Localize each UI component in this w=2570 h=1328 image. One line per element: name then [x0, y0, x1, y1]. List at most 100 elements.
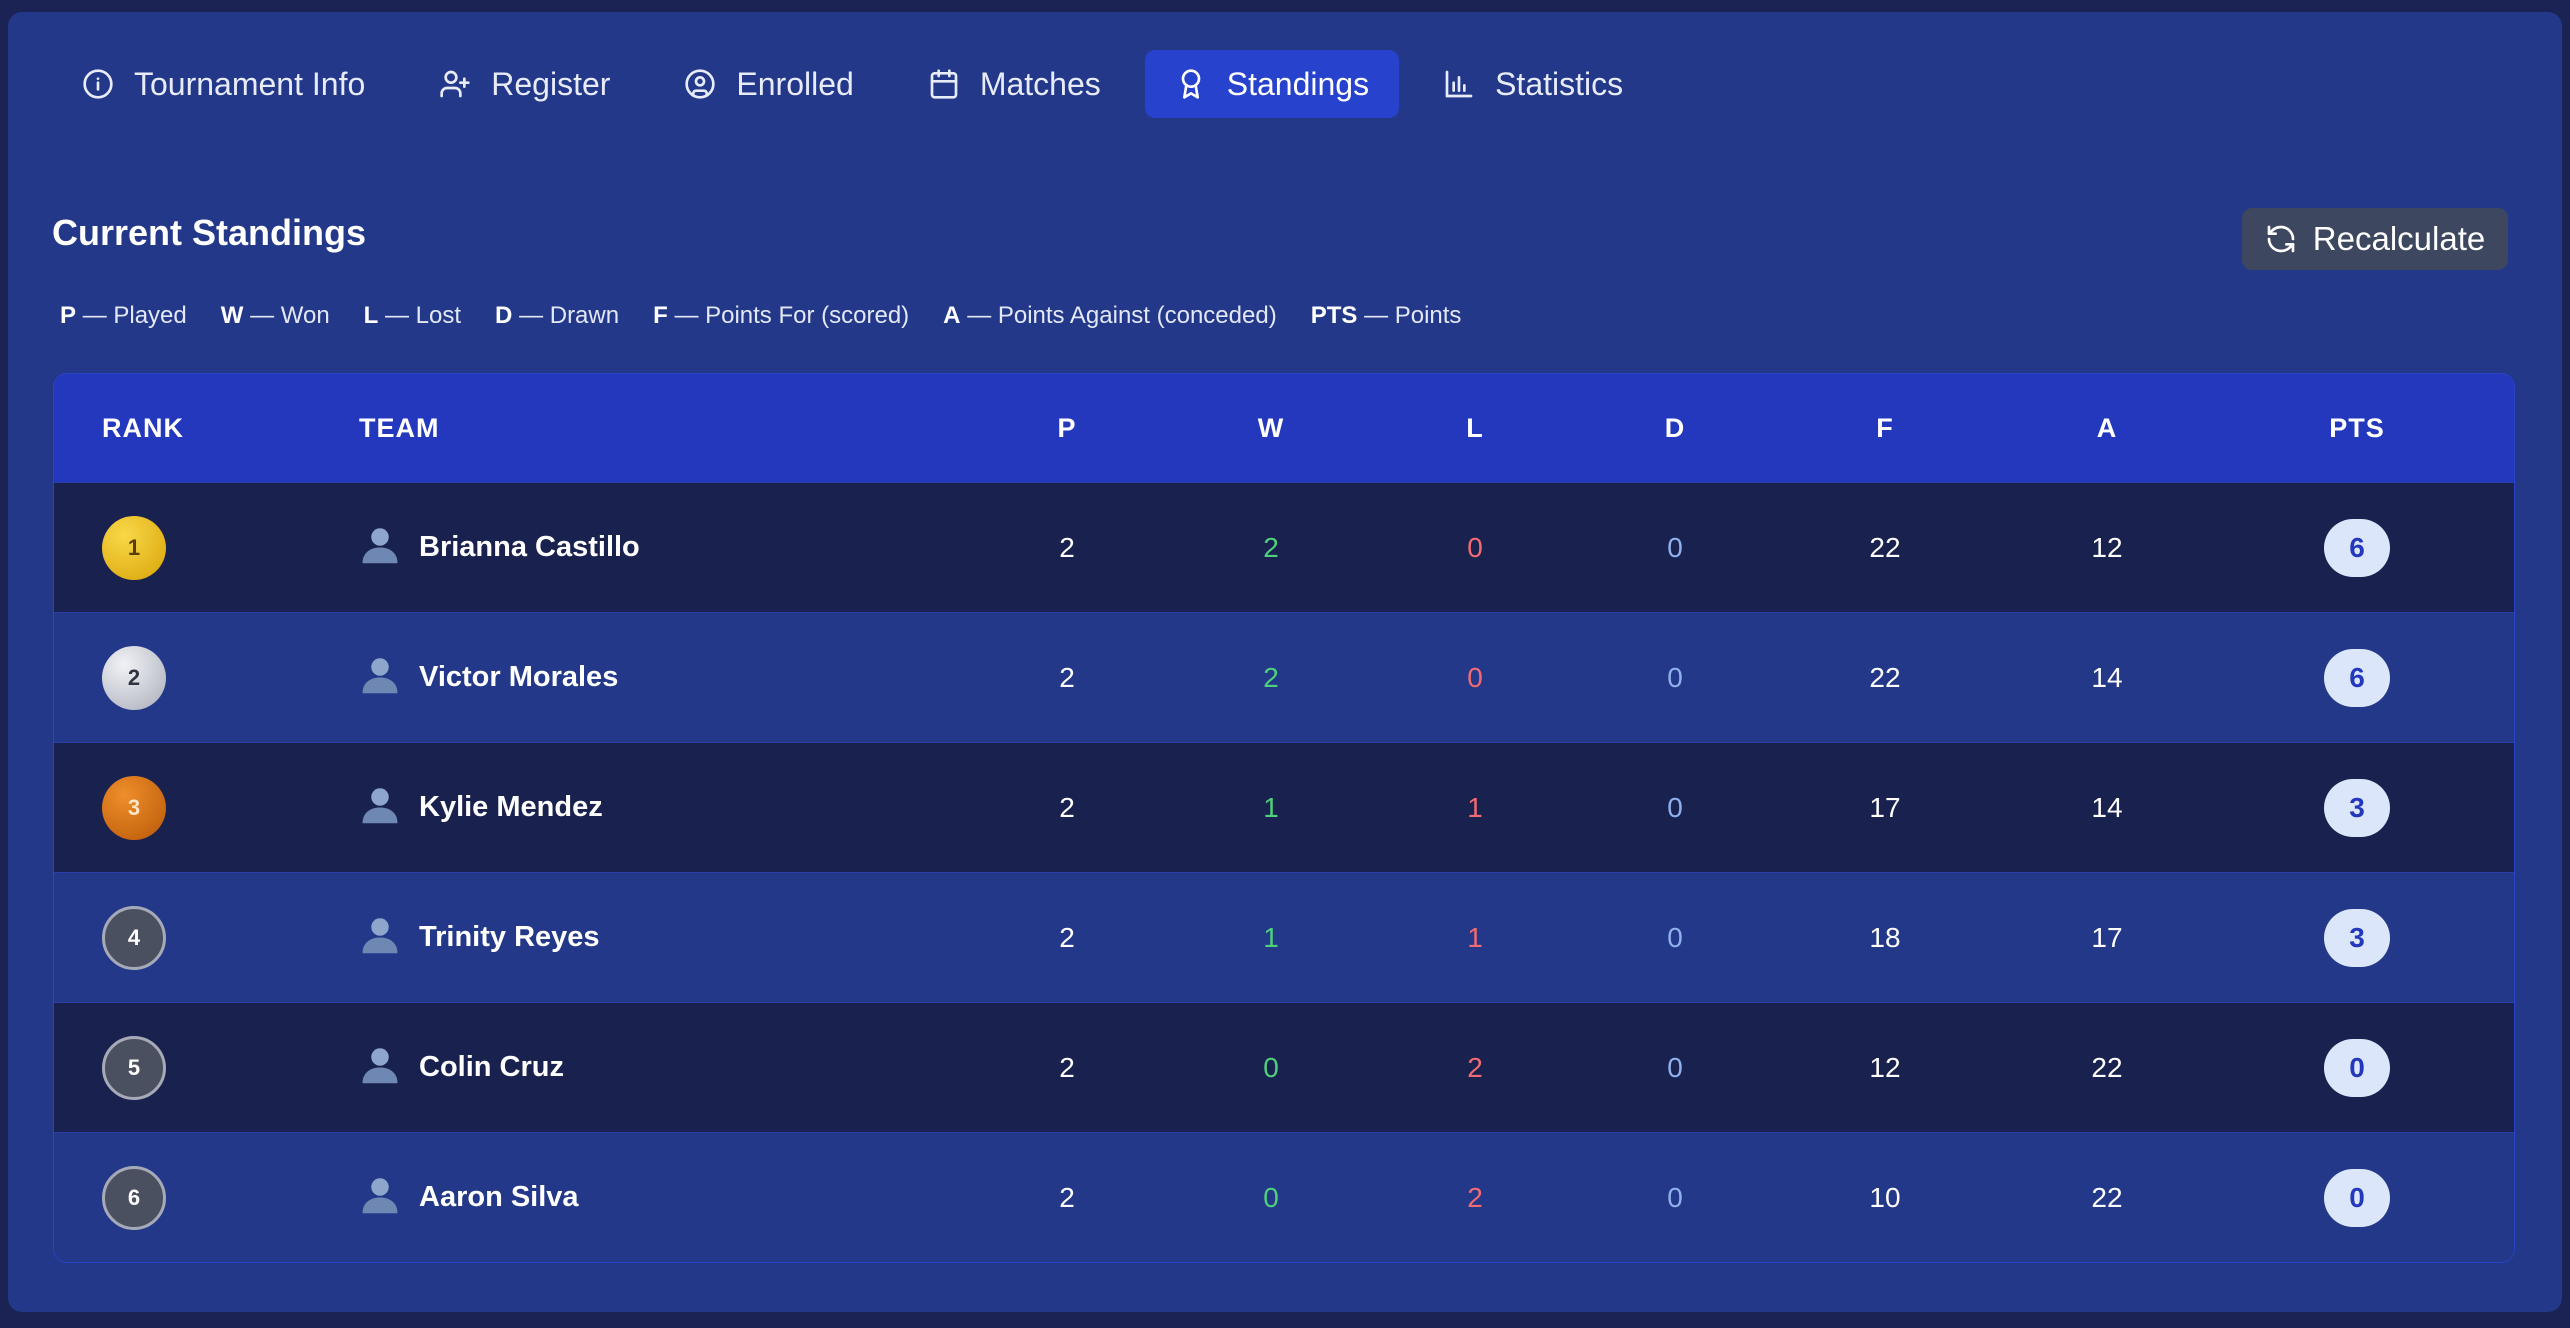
- header-points-for[interactable]: F: [1876, 412, 1894, 443]
- points-for-cell: 10: [1869, 1181, 1901, 1213]
- award-icon: [1181, 69, 1201, 99]
- tab-register[interactable]: Register: [409, 50, 640, 118]
- legend-item: W — Won: [220, 302, 330, 329]
- user-plus-icon: [440, 70, 470, 98]
- avatar: [359, 1043, 401, 1092]
- avatar: [359, 913, 401, 962]
- drawn-cell: 0: [1667, 661, 1683, 693]
- tab-label: Statistics: [1495, 65, 1624, 102]
- tab-statistics[interactable]: Statistics: [1413, 50, 1653, 118]
- lost-cell: 1: [1467, 921, 1483, 953]
- standings-table: RANK TEAM P W L D F A PTS 1 Brianna Cast…: [53, 373, 2515, 1263]
- points-badge: 3: [2324, 778, 2390, 837]
- info-icon: [83, 69, 113, 99]
- header-lost[interactable]: L: [1466, 412, 1484, 443]
- refresh-icon: [2267, 225, 2295, 253]
- team-name: Aaron Silva: [419, 1181, 579, 1213]
- table-row[interactable]: 3 Kylie Mendez 2 1 1 0 17 14 3: [54, 742, 2514, 872]
- table-header: RANK TEAM P W L D F A PTS: [54, 374, 2514, 482]
- table-row[interactable]: 4 Trinity Reyes 2 1 1 0 18 17 3: [54, 872, 2514, 1002]
- table-row[interactable]: 6 Aaron Silva 2 0 2 0 10 22 0: [54, 1132, 2514, 1262]
- tab-label: Standings: [1226, 65, 1370, 102]
- rank-badge-silver: 2: [102, 645, 166, 710]
- tab-matches[interactable]: Matches: [898, 50, 1131, 118]
- user-avatar-icon: [362, 918, 398, 954]
- legend-item: PTS — Points: [1310, 302, 1462, 329]
- lost-cell: 2: [1467, 1181, 1483, 1213]
- column-legend: P — Played W — Won L — Lost D — Drawn F …: [60, 302, 1461, 330]
- avatar: [359, 653, 401, 702]
- points-for-cell: 22: [1869, 531, 1901, 563]
- tab-label: Register: [491, 65, 611, 102]
- points-for-cell: 18: [1869, 921, 1901, 953]
- won-cell: 2: [1263, 661, 1279, 693]
- points-for-cell: 17: [1869, 791, 1901, 823]
- points-badge: 3: [2324, 908, 2390, 967]
- drawn-cell: 0: [1667, 921, 1683, 953]
- avatar: [359, 523, 401, 572]
- won-cell: 1: [1263, 921, 1279, 953]
- table-row[interactable]: 2 Victor Morales 2 2 0 0 22 14 6: [54, 612, 2514, 742]
- drawn-cell: 0: [1667, 791, 1683, 823]
- points-against-cell: 17: [2091, 921, 2123, 953]
- won-cell: 0: [1263, 1181, 1279, 1213]
- header-played[interactable]: P: [1057, 412, 1077, 443]
- legend-item: D — Drawn: [495, 302, 620, 329]
- points-badge: 0: [2324, 1038, 2390, 1097]
- tab-label: Enrolled: [736, 65, 854, 102]
- played-cell: 2: [1059, 531, 1075, 563]
- user-avatar-icon: [362, 658, 398, 694]
- table-row[interactable]: 1 Brianna Castillo 2 2 0 0 22 12 6: [54, 482, 2514, 612]
- team-name: Trinity Reyes: [419, 921, 600, 953]
- avatar: [359, 783, 401, 832]
- header-won[interactable]: W: [1257, 412, 1285, 443]
- team-name: Colin Cruz: [419, 1051, 564, 1083]
- points-against-cell: 12: [2091, 531, 2123, 563]
- played-cell: 2: [1059, 921, 1075, 953]
- user-avatar-icon: [362, 528, 398, 564]
- points-for-cell: 22: [1869, 661, 1901, 693]
- user-avatar-icon: [362, 788, 398, 824]
- rank-badge: 4: [102, 905, 166, 970]
- tab-tournament-info[interactable]: Tournament Info: [52, 50, 395, 118]
- header-points[interactable]: PTS: [2329, 412, 2385, 443]
- rank-badge-gold: 1: [102, 515, 166, 580]
- bar-chart-icon: [1445, 70, 1473, 98]
- user-circle-icon: [685, 69, 716, 99]
- legend-item: P — Played: [60, 302, 187, 329]
- section-title: Current Standings: [52, 212, 367, 253]
- lost-cell: 0: [1467, 531, 1483, 563]
- lost-cell: 2: [1467, 1051, 1483, 1083]
- recalculate-button[interactable]: Recalculate: [2242, 208, 2508, 270]
- points-against-cell: 14: [2091, 791, 2123, 823]
- drawn-cell: 0: [1667, 531, 1683, 563]
- header-drawn[interactable]: D: [1664, 412, 1686, 443]
- lost-cell: 1: [1467, 791, 1483, 823]
- drawn-cell: 0: [1667, 1181, 1683, 1213]
- table-row[interactable]: 5 Colin Cruz 2 0 2 0 12 22 0: [54, 1002, 2514, 1132]
- points-badge: 6: [2324, 518, 2390, 577]
- points-badge: 6: [2324, 648, 2390, 707]
- tab-bar: Tournament Info Register Enrolled Matche…: [52, 44, 1653, 124]
- points-for-cell: 12: [1869, 1051, 1901, 1083]
- won-cell: 2: [1263, 531, 1279, 563]
- tab-label: Matches: [979, 65, 1101, 102]
- rank-badge-bronze: 3: [102, 775, 166, 840]
- played-cell: 2: [1059, 1181, 1075, 1213]
- rank-badge: 5: [102, 1035, 166, 1100]
- team-name: Kylie Mendez: [419, 791, 603, 823]
- team-name: Brianna Castillo: [419, 531, 640, 563]
- played-cell: 2: [1059, 1051, 1075, 1083]
- legend-item: L — Lost: [363, 302, 462, 329]
- user-avatar-icon: [362, 1048, 398, 1084]
- lost-cell: 0: [1467, 661, 1483, 693]
- tab-enrolled[interactable]: Enrolled: [654, 50, 883, 118]
- tab-standings[interactable]: Standings: [1144, 50, 1400, 118]
- won-cell: 1: [1263, 791, 1279, 823]
- points-against-cell: 14: [2091, 661, 2123, 693]
- header-rank[interactable]: RANK: [102, 412, 184, 443]
- header-team[interactable]: TEAM: [359, 412, 440, 443]
- header-points-against[interactable]: A: [2096, 412, 2118, 443]
- calendar-icon: [930, 69, 958, 99]
- points-against-cell: 22: [2091, 1051, 2123, 1083]
